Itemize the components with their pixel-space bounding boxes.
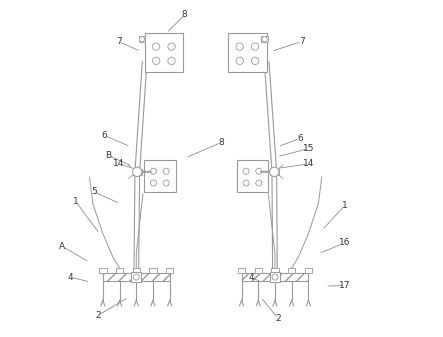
Circle shape (149, 171, 152, 173)
Circle shape (163, 180, 169, 186)
Bar (99, 268, 106, 273)
Text: 2: 2 (276, 314, 281, 324)
Bar (255, 268, 262, 273)
Circle shape (260, 171, 262, 173)
Text: 1: 1 (342, 201, 348, 210)
Circle shape (163, 168, 169, 174)
Text: 15: 15 (303, 144, 315, 153)
Circle shape (265, 171, 267, 173)
Text: 4: 4 (248, 273, 254, 282)
Text: 17: 17 (339, 281, 351, 290)
Text: 6: 6 (297, 134, 303, 143)
Bar (241, 273, 308, 281)
Bar (270, 169, 279, 175)
Circle shape (152, 43, 160, 50)
Bar (144, 160, 176, 192)
Circle shape (132, 167, 142, 177)
Circle shape (252, 57, 259, 64)
Text: 1: 1 (73, 197, 79, 207)
Circle shape (168, 57, 175, 64)
Bar (103, 273, 170, 281)
Text: 5: 5 (91, 187, 97, 196)
Text: 4: 4 (68, 273, 73, 282)
Text: 6: 6 (101, 130, 107, 140)
Bar (237, 160, 268, 192)
Bar (238, 268, 245, 273)
Bar (149, 268, 157, 273)
Text: 7: 7 (299, 37, 305, 46)
Circle shape (236, 43, 243, 50)
Bar (271, 268, 279, 273)
Circle shape (243, 168, 249, 174)
Text: 7: 7 (116, 37, 122, 46)
Text: 8: 8 (182, 10, 188, 19)
Text: 16: 16 (339, 238, 351, 247)
Circle shape (151, 180, 156, 186)
Bar (166, 268, 173, 273)
Circle shape (252, 43, 259, 50)
Circle shape (272, 274, 278, 280)
Circle shape (263, 171, 264, 173)
Text: B: B (105, 151, 111, 160)
Circle shape (139, 37, 144, 42)
Circle shape (262, 37, 267, 42)
Circle shape (256, 168, 262, 174)
Text: 8: 8 (219, 138, 224, 147)
Circle shape (144, 171, 147, 173)
Circle shape (152, 57, 160, 64)
Circle shape (151, 168, 156, 174)
Circle shape (236, 57, 243, 64)
Circle shape (142, 171, 144, 173)
Bar (132, 268, 140, 273)
Bar (228, 33, 267, 71)
Bar (261, 36, 268, 42)
Circle shape (168, 43, 175, 50)
Circle shape (133, 274, 139, 280)
Circle shape (267, 171, 269, 173)
Text: 14: 14 (303, 159, 315, 168)
Bar (131, 272, 141, 282)
Circle shape (147, 171, 149, 173)
Circle shape (270, 167, 279, 177)
Bar (116, 268, 123, 273)
Bar (144, 33, 183, 71)
Bar (270, 272, 280, 282)
Bar (288, 268, 295, 273)
Bar (305, 268, 312, 273)
Circle shape (243, 180, 249, 186)
Circle shape (256, 180, 262, 186)
Text: A: A (58, 242, 65, 250)
Bar (139, 36, 145, 42)
Text: 2: 2 (95, 311, 101, 320)
Text: 14: 14 (113, 159, 124, 168)
Bar (132, 169, 142, 175)
